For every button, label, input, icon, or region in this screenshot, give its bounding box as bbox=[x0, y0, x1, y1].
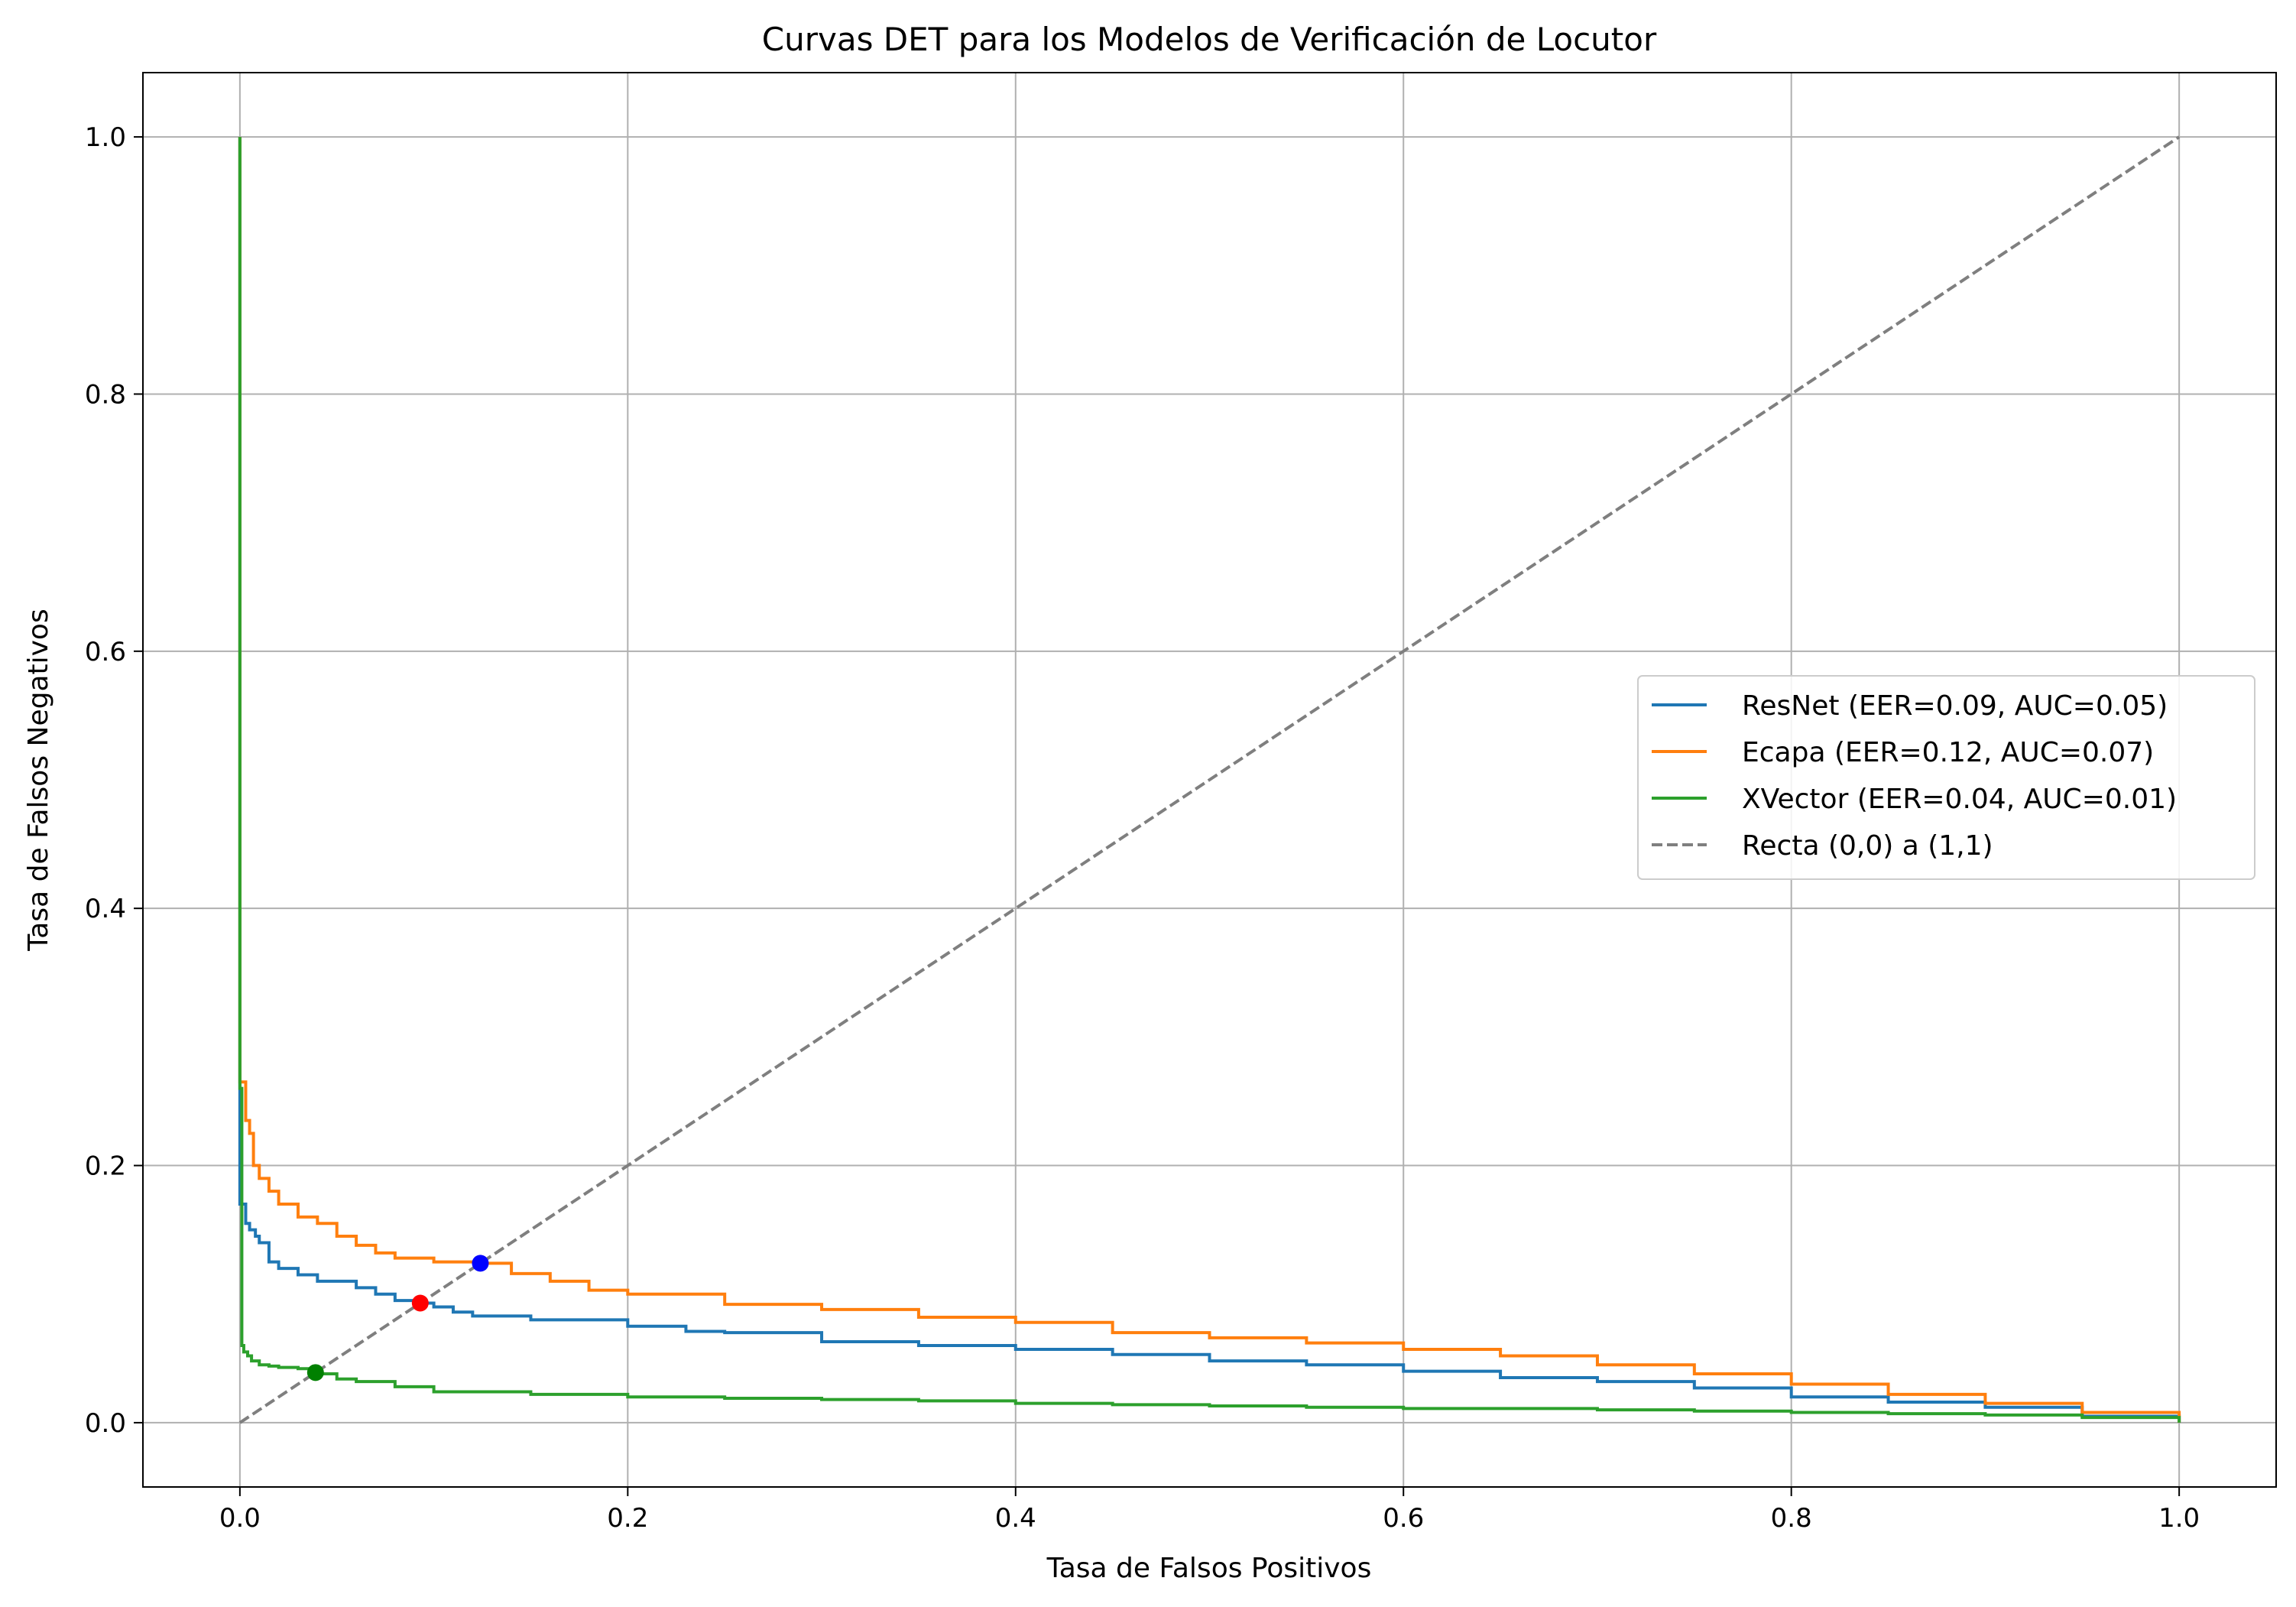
ticks: 0.0 0.2 0.4 0.6 0.8 1.0 0.0 0.2 0.4 0.6 0.8 1.0 bbox=[85, 122, 2200, 1534]
legend-label-3: XVector (EER=0.04, AUC=0.01) bbox=[1742, 784, 2177, 815]
x-tick-label: 0.0 bbox=[219, 1503, 261, 1534]
y-axis-label: Tasa de Falsos Negativos bbox=[23, 609, 54, 951]
y-tick-label: 0.8 bbox=[85, 379, 126, 410]
series-line-4 bbox=[238, 135, 2181, 1424]
y-tick-label: 0.2 bbox=[85, 1151, 126, 1182]
y-tick-label: 0.0 bbox=[85, 1408, 126, 1439]
series-line-2 bbox=[238, 137, 2181, 1423]
eer-points-layer bbox=[306, 1255, 489, 1381]
x-axis-label: Tasa de Falsos Positivos bbox=[1046, 1553, 1372, 1584]
x-tick-label: 0.4 bbox=[995, 1503, 1036, 1534]
eer-point-3 bbox=[306, 1364, 324, 1381]
x-tick-label: 0.6 bbox=[1383, 1503, 1424, 1534]
legend-label-4: Recta (0,0) a (1,1) bbox=[1742, 830, 1993, 862]
series-line-1 bbox=[238, 137, 2181, 1423]
x-tick-label: 0.2 bbox=[607, 1503, 648, 1534]
y-tick-label: 0.4 bbox=[85, 894, 126, 924]
plot-frame bbox=[142, 72, 2277, 1488]
chart-title: Curvas DET para los Modelos de Verificac… bbox=[762, 21, 1657, 58]
grid bbox=[143, 73, 2276, 1487]
series-layer bbox=[238, 135, 2181, 1424]
eer-point-1 bbox=[411, 1294, 429, 1312]
y-tick-label: 1.0 bbox=[85, 122, 126, 153]
legend-label-2: Ecapa (EER=0.12, AUC=0.07) bbox=[1742, 737, 2154, 768]
legend: ResNet (EER=0.09, AUC=0.05) Ecapa (EER=0.… bbox=[1637, 675, 2255, 880]
series-line-3 bbox=[238, 137, 2181, 1423]
eer-point-2 bbox=[472, 1255, 489, 1272]
x-tick-label: 0.8 bbox=[1771, 1503, 1812, 1534]
legend-label-1: ResNet (EER=0.09, AUC=0.05) bbox=[1742, 690, 2168, 722]
y-tick-label: 0.6 bbox=[85, 637, 126, 667]
legend-box bbox=[1637, 675, 2255, 880]
x-tick-label: 1.0 bbox=[2158, 1503, 2200, 1534]
